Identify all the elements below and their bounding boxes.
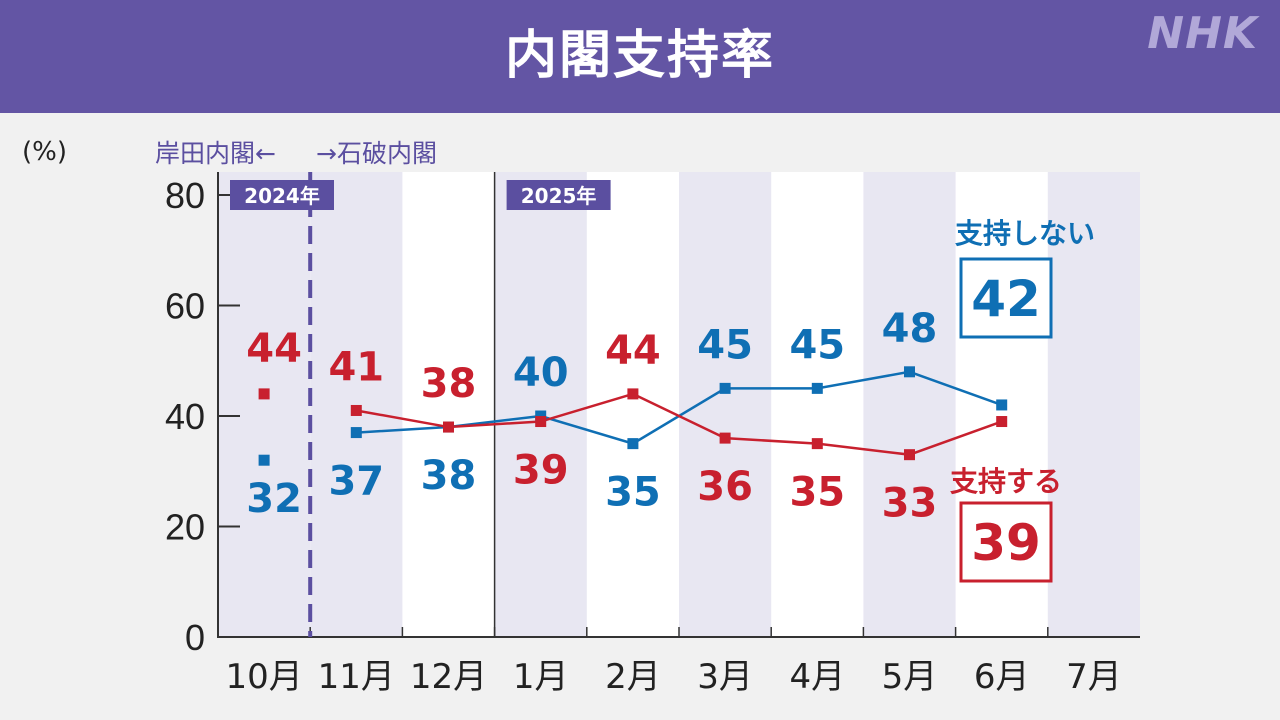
year-badge — [506, 180, 611, 210]
month-shade — [1047, 172, 1140, 637]
x-tick-label: 11月 — [318, 657, 395, 697]
data-point — [350, 427, 362, 439]
year-markers: 2024年 2025年 — [230, 180, 611, 210]
data-label: 37 — [328, 459, 384, 505]
x-tick-label: 1月 — [513, 657, 569, 697]
data-point — [443, 421, 454, 433]
data-label: 39 — [513, 448, 569, 494]
y-tick-label: 40 — [165, 396, 205, 437]
data-point — [719, 432, 731, 444]
x-tick-label: 3月 — [697, 657, 753, 697]
data-point — [811, 438, 823, 450]
data-point — [904, 366, 915, 378]
callout-box-disapprove — [959, 257, 1053, 339]
x-tick-label: 5月 — [882, 657, 938, 697]
x-tick-label: 12月 — [410, 657, 487, 697]
data-point — [535, 410, 547, 422]
data-label: 35 — [605, 470, 661, 516]
data-point — [719, 382, 731, 394]
data-point — [996, 399, 1008, 411]
data-label: 36 — [697, 464, 753, 510]
y-tick-label: 0 — [185, 617, 205, 658]
data-point — [258, 388, 270, 400]
data-label: 32 — [246, 476, 302, 522]
data-point — [627, 438, 639, 450]
x-tick-label: 6月 — [974, 657, 1030, 697]
unit-label: (%) — [22, 137, 67, 167]
data-point — [811, 382, 823, 394]
year-label: 2024年 — [244, 184, 320, 208]
data-point — [627, 388, 639, 400]
data-label: 45 — [697, 322, 753, 368]
y-tick-labels: 0 20 40 60 80 — [165, 175, 205, 658]
data-label: 35 — [789, 470, 845, 516]
series-points — [258, 366, 1008, 466]
data-label: 48 — [882, 306, 938, 352]
axes — [217, 172, 1140, 638]
x-tick-label: 10月 — [225, 657, 302, 697]
y-tick-label: 20 — [165, 507, 205, 548]
title-bar — [0, 0, 1280, 113]
series-callouts: 支持しない 42 支持する 39 — [950, 217, 1095, 583]
month-shade — [218, 172, 311, 637]
era-label-ishiba: →石破内閣 — [316, 139, 437, 168]
year-label: 2025年 — [521, 184, 597, 208]
data-point — [904, 449, 915, 461]
callout-box-approve — [959, 501, 1053, 583]
data-label: 44 — [605, 328, 661, 374]
era-label-kishida: 岸田内閣← — [155, 139, 276, 168]
x-tick-label: 2月 — [605, 657, 661, 697]
data-label: 41 — [328, 344, 384, 390]
series-name-approve: 支持する — [950, 465, 1062, 498]
data-label: 33 — [882, 481, 938, 527]
x-tick-labels: 10月 11月 12月 1月 2月 3月 4月 5月 6月 7月 — [225, 657, 1121, 697]
data-label: 38 — [421, 453, 477, 499]
x-tick-label: 4月 — [789, 657, 845, 697]
data-point — [350, 404, 362, 416]
month-shade — [494, 172, 587, 637]
month-shade — [863, 172, 956, 637]
series-name-disapprove: 支持しない — [955, 217, 1095, 250]
month-shading — [218, 172, 1140, 637]
callout-value-approve: 39 — [971, 514, 1041, 572]
nhk-logo: NHK — [1147, 8, 1258, 59]
data-point — [258, 454, 270, 466]
data-point — [535, 416, 547, 428]
month-shade — [679, 172, 772, 637]
x-tick-label: 7月 — [1066, 657, 1122, 697]
y-tick-label: 80 — [165, 175, 205, 216]
data-label: 45 — [789, 322, 845, 368]
y-tick-label: 60 — [165, 286, 205, 327]
month-shade — [310, 172, 403, 637]
data-label: 38 — [421, 361, 477, 407]
series-line-approve — [356, 392, 1003, 456]
chart-title: 内閣支持率 — [504, 26, 775, 86]
callout-value-disapprove: 42 — [971, 270, 1041, 328]
year-badge — [230, 180, 334, 210]
data-point — [996, 416, 1008, 428]
series-lines — [356, 370, 1003, 456]
data-label: 44 — [246, 326, 302, 372]
data-label: 40 — [513, 350, 569, 396]
data-labels: 32 44 37 41 38 38 40 39 35 44 45 36 45 35 48 33 — [246, 306, 937, 527]
